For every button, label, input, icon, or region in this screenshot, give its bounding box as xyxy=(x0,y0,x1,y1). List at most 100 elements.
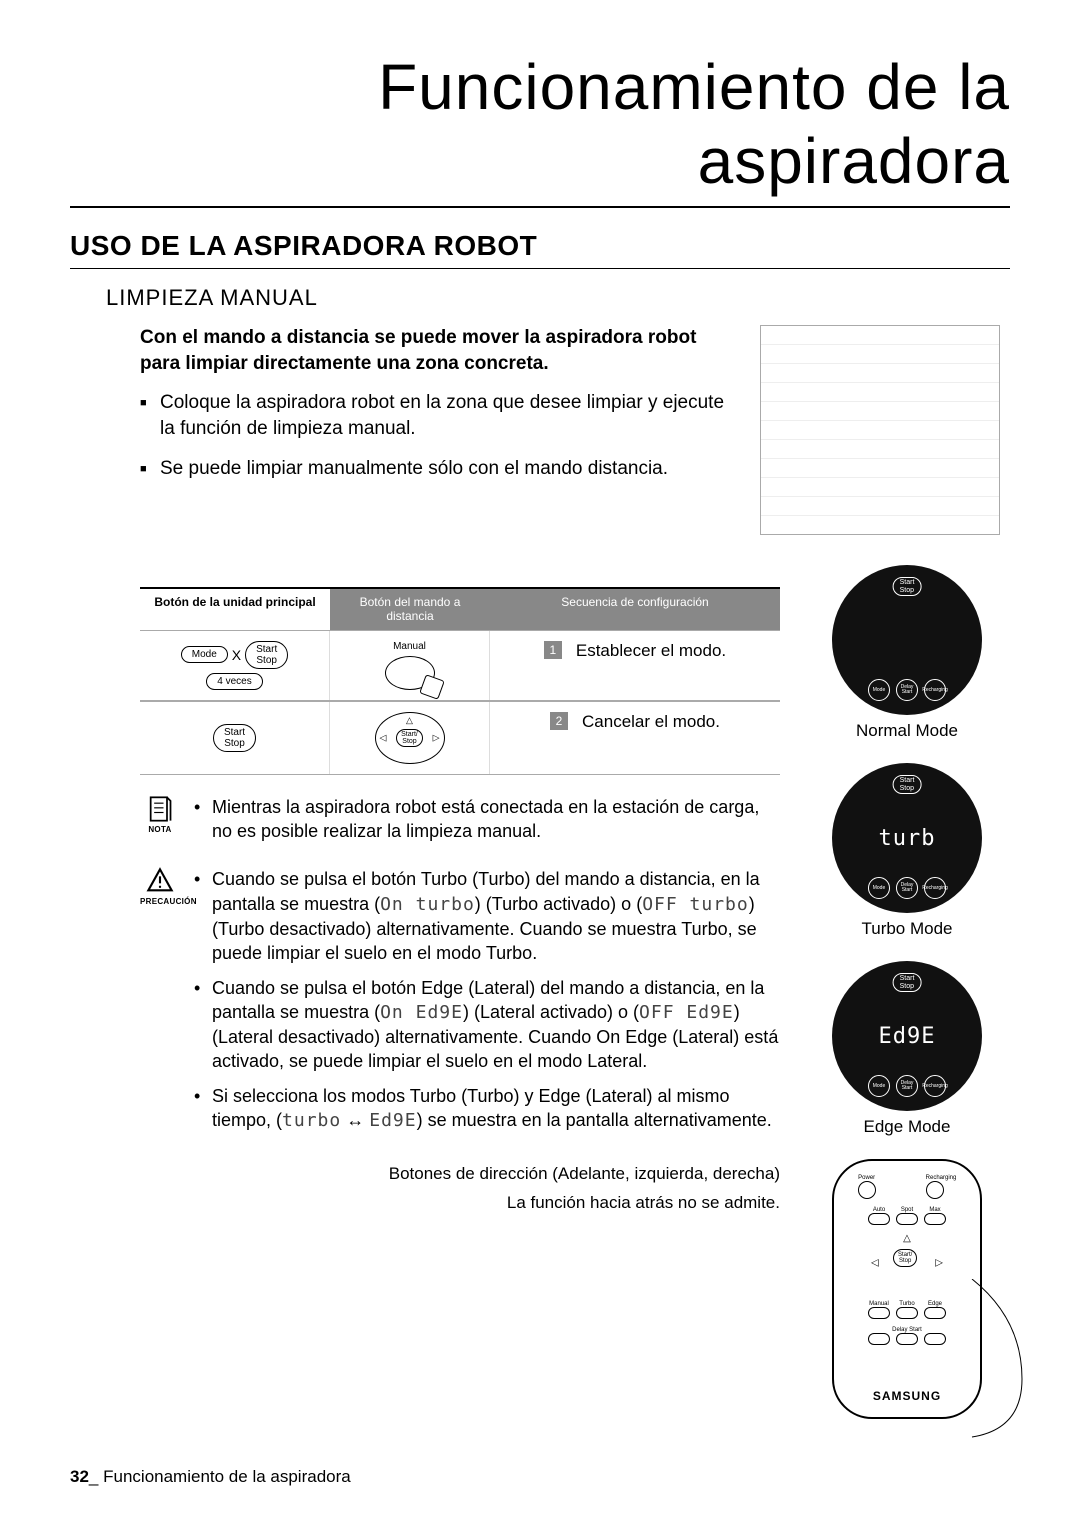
manual-label: Manual xyxy=(393,641,426,652)
disc-mode-btn: Mode xyxy=(868,1075,890,1097)
precaucion-icon: PRECAUCIÓN xyxy=(140,867,180,906)
remote-recharge-label: Recharging xyxy=(926,1175,957,1181)
nota-label: NOTA xyxy=(140,825,180,834)
start-stop-button-icon: Start Stop xyxy=(213,724,256,752)
disc-recharge-btn: Recharging xyxy=(924,1075,946,1097)
precaucion-item-3: Si selecciona los modos Turbo (Turbo) y … xyxy=(194,1084,780,1134)
direction-caption-1: Botones de dirección (Adelante, izquierd… xyxy=(70,1163,780,1186)
right-column: Start Stop Mode Delay Start Recharging N… xyxy=(804,565,1010,1419)
cell-main-2: Start Stop xyxy=(140,702,330,774)
step-text-1: Establecer el modo. xyxy=(576,641,726,661)
disc-mode-btn: Mode xyxy=(868,877,890,899)
direction-caption-2: La función hacia atrás no se admite. xyxy=(70,1192,780,1215)
bullet-2: Se puede limpiar manualmente sólo con el… xyxy=(140,456,736,482)
subsection-heading: LIMPIEZA MANUAL xyxy=(106,285,1010,311)
remote-blank-icon xyxy=(924,1333,946,1345)
section-heading: USO DE LA ASPIRADORA ROBOT xyxy=(70,230,1010,269)
disc-delay-btn: Delay Start xyxy=(896,877,918,899)
x-text: X xyxy=(232,647,241,663)
precaucion-list: Cuando se pulsa el botón Turbo (Turbo) d… xyxy=(194,867,780,1143)
precaucion-label: PRECAUCIÓN xyxy=(140,897,180,906)
config-table-header: Botón de la unidad principal Botón del m… xyxy=(140,589,780,630)
nota-block: NOTA Mientras la aspiradora robot está c… xyxy=(140,795,780,854)
precaucion-item-2: Cuando se pulsa el botón Edge (Lateral) … xyxy=(194,976,780,1074)
turbo-display-text: turb xyxy=(879,826,936,851)
right-arrow-icon: ▷ xyxy=(433,732,440,743)
footer-sep: _ xyxy=(89,1467,98,1486)
remote-brand: SAMSUNG xyxy=(873,1389,941,1403)
left-arrow-icon: ◁ xyxy=(871,1258,879,1269)
cell-remote-1: Manual xyxy=(330,631,490,700)
disc-delay-btn: Delay Start xyxy=(896,679,918,701)
remote-edge-icon xyxy=(924,1307,946,1319)
bullet-1: Coloque la aspiradora robot en la zona q… xyxy=(140,390,736,441)
remote-recharge-icon xyxy=(926,1181,944,1199)
remote-manual-label: Manual xyxy=(868,1301,890,1307)
disc-start-stop: Start Stop xyxy=(893,973,922,992)
intro-row: Con el mando a distancia se puede mover … xyxy=(70,325,1010,565)
page-number: 32 xyxy=(70,1467,89,1486)
remote-dpad: △ ◁ ▷ Start/ Stop xyxy=(867,1233,947,1293)
cell-main-1: Mode X Start Stop 4 veces xyxy=(140,631,330,700)
manual-button-icon xyxy=(385,656,435,690)
table-row: Start Stop △ ◁ ▷ Start/ Stop 2 Cancelar … xyxy=(140,701,780,775)
page-footer: 32_ Funcionamiento de la aspiradora xyxy=(70,1467,351,1487)
mode-button-icon: Mode xyxy=(181,646,228,663)
disc-recharge-btn: Recharging xyxy=(924,877,946,899)
hdr-remote: Botón del mando a distancia xyxy=(330,589,490,630)
precaucion-item-1: Cuando se pulsa el botón Turbo (Turbo) d… xyxy=(194,867,780,965)
hdr-sequence: Secuencia de configuración xyxy=(490,589,780,630)
step-text-2: Cancelar el modo. xyxy=(582,712,720,732)
remote-max-icon xyxy=(924,1213,946,1225)
remote-edge-label: Edge xyxy=(924,1301,946,1307)
left-arrow-icon: ◁ xyxy=(380,732,387,743)
remote-turbo-icon xyxy=(896,1307,918,1319)
step-number-1: 1 xyxy=(544,641,562,659)
floorplan-illustration xyxy=(760,325,1000,535)
step-number-2: 2 xyxy=(550,712,568,730)
nota-icon: NOTA xyxy=(140,795,180,834)
precaucion-block: PRECAUCIÓN Cuando se pulsa el botón Turb… xyxy=(140,867,780,1143)
right-arrow-icon: ▷ xyxy=(935,1258,943,1269)
dpad-center-label: Start/ Stop xyxy=(396,729,423,747)
remote-auto-label: Auto xyxy=(868,1207,890,1213)
edge-mode-disc: Start Stop Ed9E Mode Delay Start Recharg… xyxy=(832,961,982,1111)
edge-display-text: Ed9E xyxy=(879,1024,936,1049)
cell-seq-2: 2 Cancelar el modo. xyxy=(490,702,780,774)
hdr-main-unit: Botón de la unidad principal xyxy=(140,589,330,630)
remote-blank-icon xyxy=(868,1333,890,1345)
turbo-mode-label: Turbo Mode xyxy=(861,919,952,939)
remote-auto-icon xyxy=(868,1213,890,1225)
turbo-mode-disc: Start Stop turb Mode Delay Start Recharg… xyxy=(832,763,982,913)
count-label: 4 veces xyxy=(206,673,262,690)
remote-max-label: Max xyxy=(924,1207,946,1213)
intro-bold-text: Con el mando a distancia se puede mover … xyxy=(140,325,736,376)
nota-list: Mientras la aspiradora robot está conect… xyxy=(194,795,780,854)
disc-mode-btn: Mode xyxy=(868,679,890,701)
disc-recharge-btn: Recharging xyxy=(924,679,946,701)
nota-item-1: Mientras la aspiradora robot está conect… xyxy=(194,795,780,844)
normal-mode-disc: Start Stop Mode Delay Start Recharging xyxy=(832,565,982,715)
remote-turbo-label: Turbo xyxy=(896,1301,918,1307)
normal-mode-label: Normal Mode xyxy=(856,721,958,741)
disc-delay-btn: Delay Start xyxy=(896,1075,918,1097)
dpad-icon: △ ◁ ▷ Start/ Stop xyxy=(375,712,445,764)
page-main-title: Funcionamiento de la aspiradora xyxy=(70,50,1010,208)
disc-start-stop: Start Stop xyxy=(893,577,922,596)
hand-icon xyxy=(962,1279,1042,1439)
table-row: Mode X Start Stop 4 veces Manual 1 Estab… xyxy=(140,630,780,701)
remote-manual-icon xyxy=(868,1307,890,1319)
remote-blank-icon xyxy=(896,1333,918,1345)
remote-spot-icon xyxy=(896,1213,918,1225)
up-arrow-icon: △ xyxy=(903,1233,911,1244)
remote-power-label: Power xyxy=(858,1175,876,1181)
remote-power-icon xyxy=(858,1181,876,1199)
edge-mode-label: Edge Mode xyxy=(864,1117,951,1137)
cell-remote-2: △ ◁ ▷ Start/ Stop xyxy=(330,702,490,774)
footer-text: Funcionamiento de la aspiradora xyxy=(103,1467,351,1486)
remote-illustration: Power Recharging Auto Spot Max △ xyxy=(832,1159,982,1419)
cell-seq-1: 1 Establecer el modo. xyxy=(490,631,780,700)
remote-center-label: Start/ Stop xyxy=(893,1249,917,1267)
start-stop-button-icon: Start Stop xyxy=(245,641,288,669)
remote-spot-label: Spot xyxy=(896,1207,918,1213)
